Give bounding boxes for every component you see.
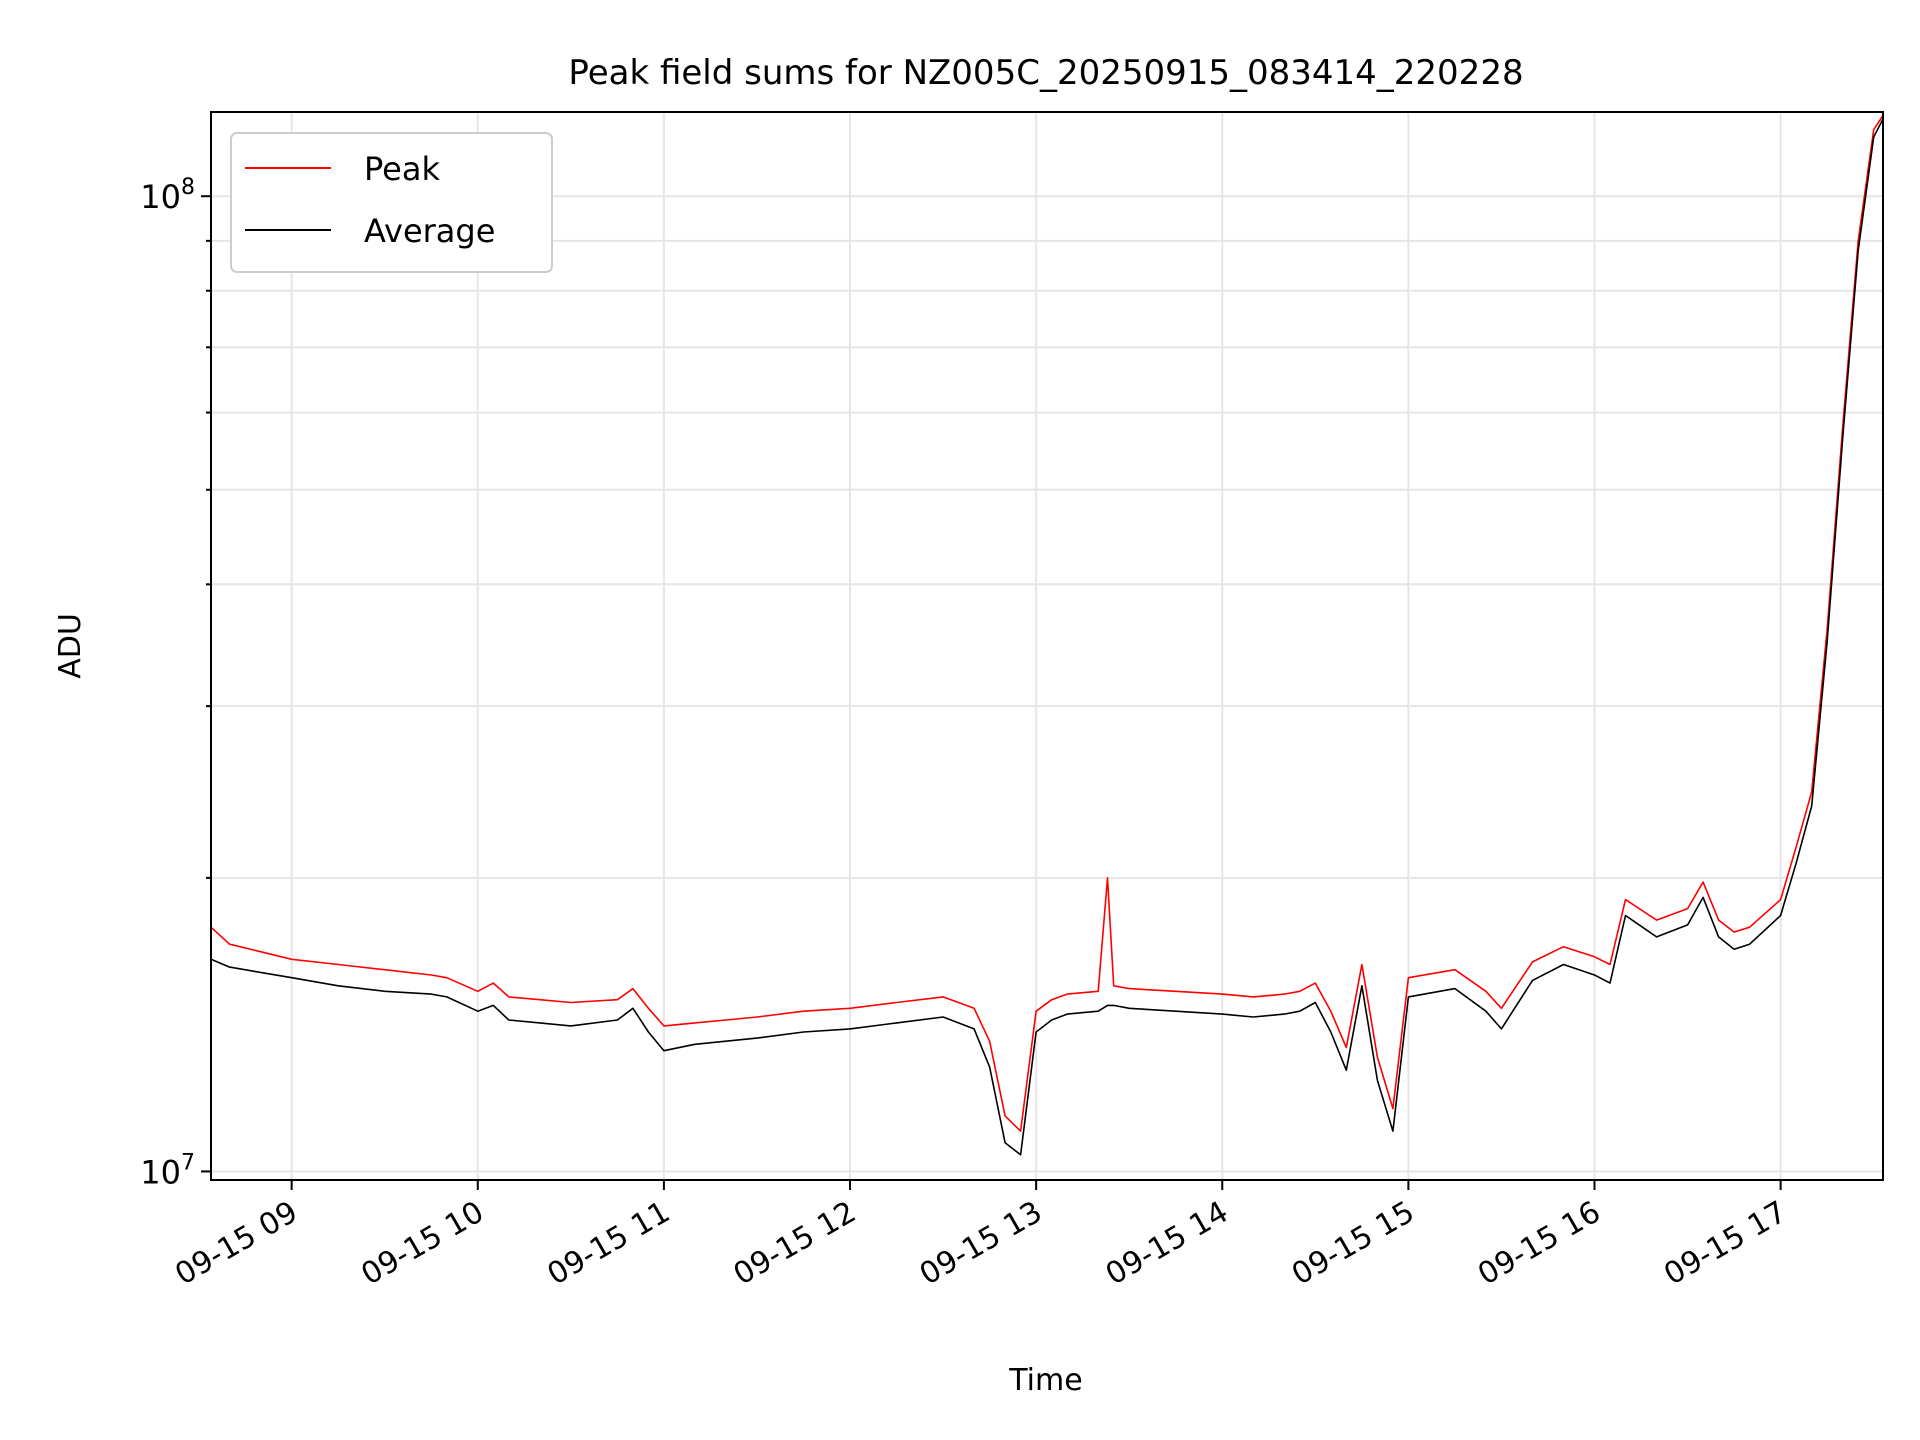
legend: Peak Average (230, 132, 553, 273)
y-tick-label: 107 (140, 1150, 195, 1191)
series-group (210, 115, 1884, 1156)
x-axis-label: Time (1008, 1363, 1082, 1398)
chart-title: Peak field sums for NZ005C_20250915_0834… (568, 53, 1523, 93)
series-line-peak (210, 115, 1884, 1132)
plot-frame (210, 111, 1884, 1181)
grid (211, 112, 1883, 1180)
legend-label-peak: Peak (364, 150, 440, 188)
series-line-average (210, 118, 1884, 1156)
legend-label-average: Average (364, 212, 495, 250)
y-axis-label: ADU (53, 613, 88, 679)
